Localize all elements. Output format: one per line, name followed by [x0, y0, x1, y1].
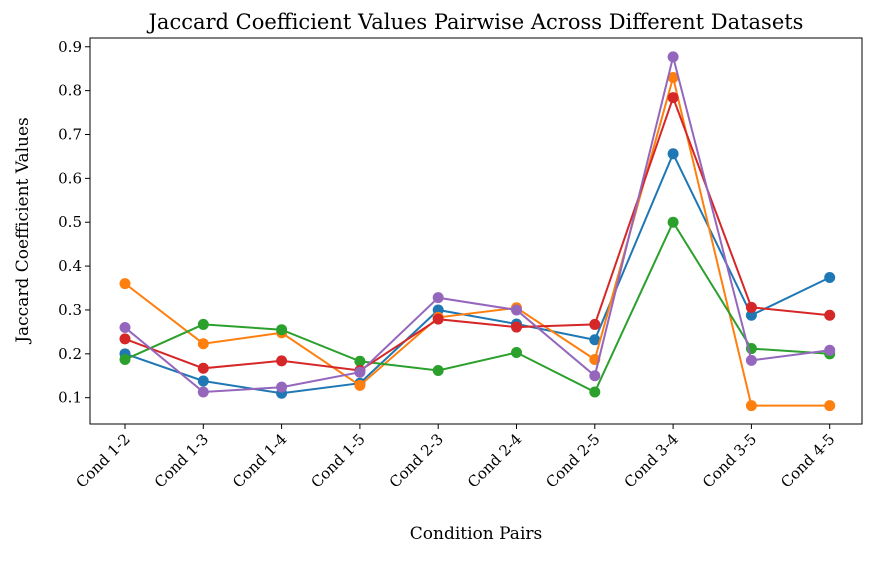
- y-axis: 0.1 0.2 0.3 0.4 0.5 0.6 0.7 0.8 0.9: [58, 38, 90, 407]
- data-point: [276, 355, 288, 367]
- data-point: [589, 318, 601, 330]
- series-group: [119, 51, 836, 412]
- y-tick-label: 0.4: [58, 257, 82, 275]
- data-point: [824, 309, 836, 321]
- y-tick-label: 0.5: [58, 213, 82, 231]
- x-tick-label: Cond 2-4: [464, 430, 525, 491]
- data-point: [119, 333, 131, 345]
- x-tick-label: Cond 3-5: [699, 430, 760, 491]
- series-4: [119, 92, 836, 376]
- data-point: [119, 322, 131, 333]
- series-line: [124, 77, 830, 407]
- y-tick-label: 0.3: [58, 301, 82, 319]
- plot-area: [89, 37, 863, 425]
- data-point: [667, 51, 679, 63]
- data-point: [276, 381, 288, 393]
- data-point: [745, 309, 757, 321]
- x-tick-label: Cond 1-2: [73, 430, 134, 491]
- data-point: [197, 318, 209, 330]
- data-point: [824, 400, 836, 412]
- x-axis-label: Condition Pairs: [410, 524, 542, 544]
- y-axis-label: Jaccard Coefficient Values: [13, 117, 33, 345]
- data-point: [119, 278, 131, 290]
- data-point: [354, 355, 366, 367]
- data-point: [511, 321, 522, 333]
- plot-frame: [89, 37, 863, 425]
- data-point: [589, 386, 601, 398]
- data-point: [589, 334, 601, 346]
- data-point: [667, 92, 679, 104]
- data-point: [197, 375, 209, 387]
- x-tick-label: Cond 3-4: [621, 430, 682, 491]
- data-point: [824, 344, 836, 356]
- x-tick-label: Cond 2-3: [386, 430, 447, 491]
- data-point: [119, 354, 131, 366]
- series-line: [124, 220, 830, 394]
- data-point: [667, 216, 679, 228]
- data-point: [197, 338, 209, 350]
- series-line: [124, 94, 830, 372]
- series-5: [119, 51, 836, 398]
- data-point: [354, 379, 366, 391]
- x-tick-label: Cond 4-5: [777, 430, 838, 491]
- y-tick-label: 0.1: [58, 389, 82, 407]
- y-tick-label: 0.6: [58, 169, 82, 187]
- data-point: [589, 370, 601, 382]
- data-point: [824, 271, 836, 283]
- data-point: [432, 313, 444, 325]
- data-point: [667, 71, 679, 83]
- y-tick-label: 0.9: [58, 38, 82, 56]
- data-point: [745, 301, 757, 313]
- x-tick-label: Cond 1-5: [307, 430, 368, 491]
- data-point: [511, 304, 522, 316]
- data-point: [745, 400, 757, 412]
- x-tick-label: Cond 1-3: [151, 430, 212, 491]
- x-tick-label: Cond 2-5: [542, 430, 603, 491]
- data-point: [511, 347, 522, 359]
- y-tick-label: 0.8: [58, 82, 82, 100]
- data-point: [667, 148, 679, 160]
- data-point: [432, 364, 444, 376]
- y-tick-label: 0.7: [58, 126, 82, 144]
- y-tick-label: 0.2: [58, 345, 82, 363]
- data-point: [276, 324, 288, 336]
- x-axis: Cond 1-2 Cond 1-3 Cond 1-4 Cond 1-5 Cond 2-3…: [73, 424, 839, 491]
- chart-title: Jaccard Coefficient Values Pairwise Acro…: [147, 10, 804, 34]
- data-point: [197, 362, 209, 374]
- series-line: [124, 151, 831, 395]
- data-point: [354, 366, 366, 378]
- series-line: [124, 56, 830, 394]
- x-tick-label: Cond 1-4: [229, 430, 290, 491]
- data-point: [745, 354, 757, 366]
- data-point: [432, 292, 444, 304]
- data-point: [197, 386, 209, 398]
